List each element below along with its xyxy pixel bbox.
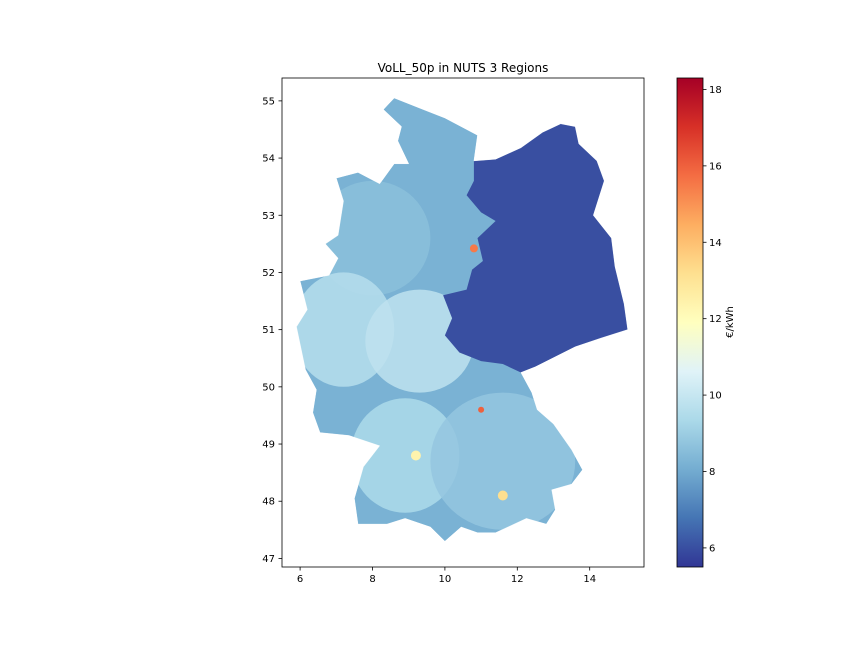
colorbar-label: €/kWh [725, 306, 736, 338]
map-axes: 6 8 10 12 14 47 48 49 50 51 52 53 54 55 [262, 77, 645, 585]
y-tick-label: 53 [262, 211, 275, 222]
x-tick-label: 6 [297, 574, 303, 585]
region-hotspot-near-48.8N-9.2E [410, 450, 421, 461]
x-tick-label: 12 [511, 574, 524, 585]
region-hotspot-near-48.1N-11.6E [497, 490, 508, 501]
x-tick-label: 14 [583, 574, 596, 585]
region-southwest [350, 398, 460, 513]
colorbar-tick-label: 8 [709, 467, 715, 478]
region-east [443, 123, 628, 373]
y-tick-label: 49 [262, 440, 275, 451]
colorbar-tick-label: 14 [709, 238, 722, 249]
x-tick-label: 8 [369, 574, 375, 585]
germany-regions [296, 98, 628, 542]
y-tick-label: 48 [262, 497, 275, 508]
region-hotspot-near-49.6N-11.0E [478, 406, 485, 413]
y-tick-label: 50 [262, 382, 275, 393]
y-tick-label: 55 [262, 96, 275, 107]
colorbar-tick-label: 10 [709, 391, 722, 402]
y-axis-ticks: 47 48 49 50 51 52 53 54 55 [262, 96, 282, 565]
map-frame [281, 77, 645, 568]
region-hotspot-near-52.4N-10.8E [469, 244, 478, 253]
colorbar-tick-label: 16 [709, 161, 722, 172]
colorbar-ticks: 6 8 10 12 14 16 18 [703, 85, 722, 554]
map-regions [296, 97, 628, 542]
x-tick-label: 10 [439, 574, 452, 585]
chart-title: VoLL_50p in NUTS 3 Regions [378, 61, 549, 75]
y-tick-label: 47 [262, 554, 275, 565]
colorbar: 6 8 10 12 14 16 18 €/kWh [676, 77, 736, 568]
y-tick-label: 54 [262, 154, 275, 165]
colorbar-tick-label: 6 [709, 543, 715, 554]
x-axis-ticks: 6 8 10 12 14 [297, 567, 596, 585]
y-tick-label: 51 [262, 325, 275, 336]
region-northwest [314, 180, 431, 296]
region-bavaria [430, 392, 576, 530]
germany-outline [296, 97, 628, 542]
colorbar-tick-label: 18 [709, 85, 722, 96]
region-center [365, 289, 474, 393]
colorbar-gradient [676, 77, 704, 568]
y-tick-label: 52 [262, 268, 275, 279]
colorbar-tick-label: 12 [709, 314, 722, 325]
